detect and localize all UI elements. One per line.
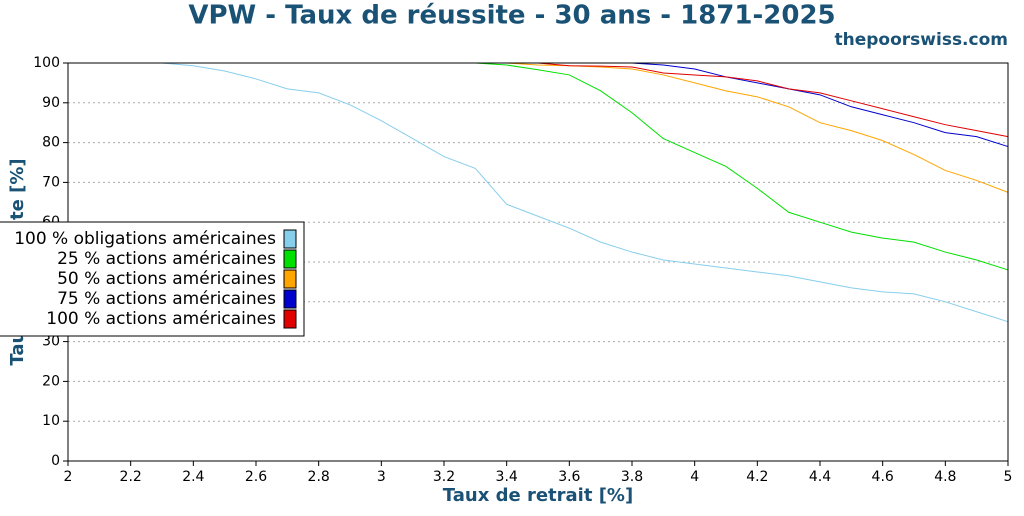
x-tick-label: 5 [1004,469,1013,485]
x-tick-label: 4.6 [872,469,894,485]
y-tick-label: 30 [42,334,60,350]
legend-swatch [283,289,297,309]
x-tick-label: 3.4 [496,469,518,485]
x-axis-label: Taux de retrait [%] [443,485,633,506]
x-tick-label: 3.6 [558,469,580,485]
y-tick-label: 90 [42,95,60,111]
legend-label: 75 % actions américaines [57,289,276,309]
x-tick-label: 2.8 [308,469,330,485]
y-tick-label: 80 [42,135,60,151]
legend-swatch [283,229,297,249]
legend-box [0,221,305,337]
x-tick-label: 3.8 [621,469,643,485]
line-series [68,62,1009,138]
x-tick-label: 2.6 [245,469,267,485]
chart-subtitle: thepoorswiss.com [835,30,1009,50]
y-tick-label: 70 [42,174,60,190]
legend-label: 100 % obligations américaines [14,229,276,249]
line-series [68,62,1009,193]
x-tick-label: 3.2 [433,469,455,485]
x-tick-label: 4.4 [809,469,831,485]
legend-swatch [283,249,297,269]
line-series [68,62,1009,323]
x-tick-label: 3 [377,469,386,485]
legend-label: 25 % actions américaines [57,249,276,269]
legend-label: 100 % actions américaines [46,309,276,329]
x-tick-label: 4.8 [934,469,956,485]
y-tick-label: 100 [33,55,60,71]
legend-swatch [283,269,297,289]
x-tick-label: 4 [690,469,699,485]
y-tick-label: 10 [42,413,60,429]
chart-title: VPW - Taux de réussite - 30 ans - 1871-2… [188,1,835,31]
legend-swatch [283,309,297,329]
x-tick-label: 2.2 [120,469,142,485]
legend-label: 50 % actions américaines [57,269,276,289]
x-tick-label: 2 [64,469,73,485]
x-tick-label: 2.4 [182,469,204,485]
y-tick-label: 20 [42,373,60,389]
y-tick-label: 0 [51,453,60,469]
x-tick-label: 4.2 [746,469,768,485]
